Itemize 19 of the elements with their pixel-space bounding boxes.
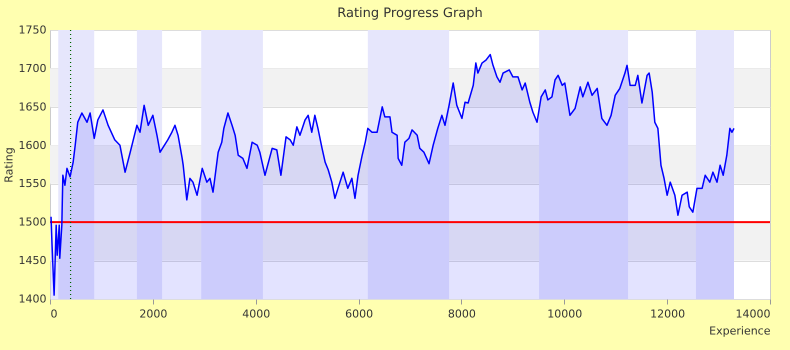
x-tick-label: 12000 xyxy=(650,308,686,320)
chart-title: Rating Progress Graph xyxy=(337,6,483,21)
y-axis-title: Rating xyxy=(2,147,16,183)
x-tick-label: 2000 xyxy=(139,308,168,320)
y-tick-label: 1500 xyxy=(18,216,46,229)
y-tick-label: 1650 xyxy=(18,100,46,114)
x-tick-label: 10000 xyxy=(547,308,582,320)
x-tick-label: 4000 xyxy=(242,308,270,320)
y-tick-label: 1700 xyxy=(18,62,46,75)
y-tick-label: 1450 xyxy=(18,254,46,268)
y-tick-label: 1600 xyxy=(18,138,46,152)
y-tick-label: 1750 xyxy=(18,24,46,36)
x-tick-label: 8000 xyxy=(448,308,476,320)
y-tick-label: 1400 xyxy=(18,292,46,306)
x-axis-title: Experience xyxy=(709,324,771,338)
x-tick-label: 0 xyxy=(50,308,58,320)
y-tick-label: 1550 xyxy=(18,177,46,190)
x-tick-label: 14000 xyxy=(736,308,770,320)
x-tick-label: 6000 xyxy=(345,308,374,320)
